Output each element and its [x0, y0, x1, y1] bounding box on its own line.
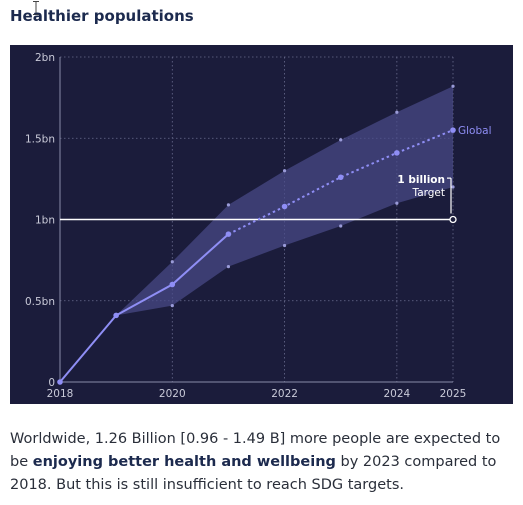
upper-bound-point: [226, 203, 231, 207]
series-point: [113, 312, 119, 319]
lower-bound-point: [451, 185, 455, 189]
series-point: [394, 150, 400, 156]
upper-bound-point: [395, 110, 399, 114]
y-tick-label: 1bn: [35, 215, 55, 227]
lower-bound-point: [170, 304, 174, 308]
target-text-label: Target: [412, 187, 445, 199]
series-point: [450, 127, 456, 133]
upper-bound-point: [170, 260, 174, 264]
y-tick-label: 1.5bn: [25, 133, 55, 145]
series-point: [225, 231, 232, 237]
target-value-label: 1 billion: [397, 174, 445, 186]
series-point: [57, 379, 63, 385]
uncertainty-band: [60, 86, 453, 382]
caption-emphasis: enjoying better health and wellbeing: [32, 454, 336, 470]
lower-bound-point: [226, 265, 231, 269]
target-end-marker: [449, 215, 457, 224]
upper-bound-point: [339, 138, 343, 142]
y-tick-label: 0: [48, 377, 55, 389]
x-tick-label: 2022: [271, 388, 298, 400]
forecast-chart: 0 0.5bn 1bn 1.5bn 2bn 2018 2020 2022 2024 2025 Glo…: [25, 52, 492, 400]
text-cursor-icon: [33, 0, 39, 15]
lower-bound-point: [339, 224, 343, 228]
upper-bound-point: [451, 84, 455, 88]
lower-bound-point: [282, 243, 287, 248]
caption-text-2: by 2023 compared to 2018. But this is st…: [10, 454, 497, 493]
page-title: Healthier populations: [10, 7, 194, 25]
chart-panel: 0 0.5bn 1bn 1.5bn 2bn 2018 2020 2022 2024 2025 Glo…: [10, 45, 513, 404]
series-label: Global: [458, 125, 492, 137]
caption-text-1: Worldwide, 1.26 Billion [0.96 - 1.49 B] …: [10, 431, 501, 470]
lower-bound-point: [395, 201, 399, 205]
chart-caption: Worldwide, 1.26 Billion [0.96 - 1.49 B] …: [10, 428, 513, 497]
upper-bound-point: [282, 169, 287, 173]
series-point: [337, 174, 344, 181]
y-tick-label: 0.5bn: [25, 296, 55, 308]
x-tick-label: 2020: [159, 388, 186, 400]
x-tick-label: 2018: [47, 388, 74, 400]
x-tick-label: 2024: [383, 388, 410, 400]
series-line-observed: [59, 233, 230, 383]
x-tick-label: 2025: [440, 388, 467, 400]
series-point: [281, 203, 288, 210]
series-point: [169, 281, 176, 288]
y-tick-label: 2bn: [35, 52, 55, 64]
